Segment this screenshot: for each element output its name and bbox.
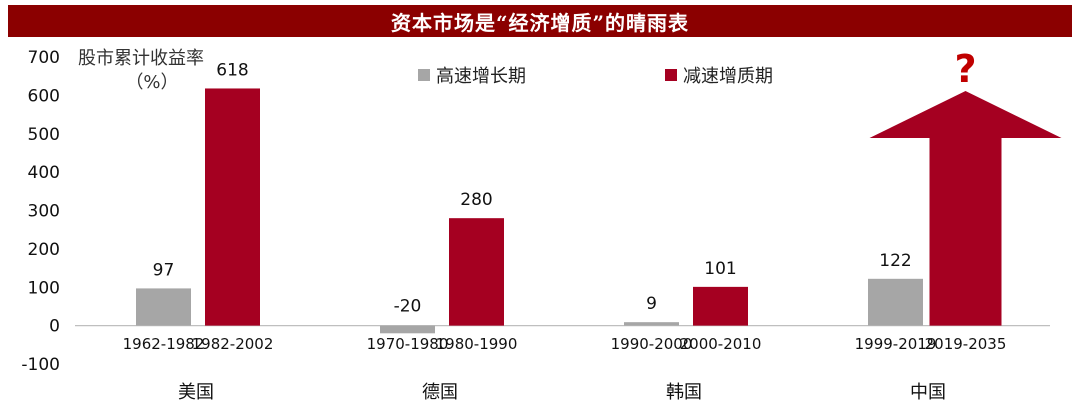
group-label: 美国 — [178, 382, 214, 403]
bar-2000-2010 — [693, 286, 748, 326]
bar-1970-1980 — [380, 325, 435, 334]
bar-arrow-china-2019-2035 — [869, 91, 1062, 326]
x-tick-label: 1982-2002 — [192, 335, 274, 353]
y-tick-label: 300 — [28, 202, 60, 222]
group-label: 德国 — [422, 382, 458, 403]
bar-1999-2019 — [868, 278, 923, 326]
y-tick-label: -100 — [21, 355, 60, 375]
x-tick-label: 1990-2000 — [611, 335, 693, 353]
y-axis-unit: （%） — [125, 72, 178, 93]
data-label-1962-1982: 97 — [153, 260, 175, 280]
legend-swatch-fast — [418, 69, 430, 81]
data-label-1980-1990: 280 — [460, 190, 492, 210]
x-tick-label: 2000-2010 — [680, 335, 762, 353]
data-label-1970-1980: -20 — [394, 297, 422, 317]
y-tick-label: 400 — [28, 163, 60, 183]
y-axis-label: 股市累计收益率 — [78, 48, 204, 69]
y-tick-label: 500 — [28, 125, 60, 145]
data-label-1999-2019: 122 — [879, 251, 911, 271]
y-tick-label: 600 — [28, 86, 60, 106]
legend-label-fast: 高速增长期 — [436, 66, 526, 87]
bar-1990-2000 — [624, 322, 679, 326]
bar-1962-1982 — [136, 288, 191, 326]
x-tick-label: 1999-2019 — [855, 335, 937, 353]
legend-label-slow: 减速增质期 — [683, 66, 773, 87]
data-label-1982-2002: 618 — [216, 60, 248, 80]
y-tick-label: 200 — [28, 240, 60, 260]
bar-1980-1990 — [449, 218, 504, 326]
x-tick-label: 1962-1982 — [123, 335, 205, 353]
x-tick-label: 1970-1980 — [367, 335, 449, 353]
x-tick-label: 2019-2035 — [925, 335, 1007, 353]
x-tick-label: 1980-1990 — [436, 335, 518, 353]
data-label-2000-2010: 101 — [704, 259, 736, 279]
y-tick-label: 100 — [28, 278, 60, 298]
legend-swatch-slow — [665, 69, 677, 81]
data-label-1990-2000: 9 — [646, 294, 657, 314]
y-tick-label: 700 — [28, 48, 60, 68]
group-label: 中国 — [910, 382, 946, 403]
question-mark-label: ? — [954, 47, 976, 91]
chart-title: 资本市场是“经济增质”的晴雨表 — [8, 5, 1072, 37]
bar-1982-2002 — [205, 88, 260, 326]
group-label: 韩国 — [666, 382, 702, 403]
y-tick-label: 0 — [49, 317, 60, 337]
